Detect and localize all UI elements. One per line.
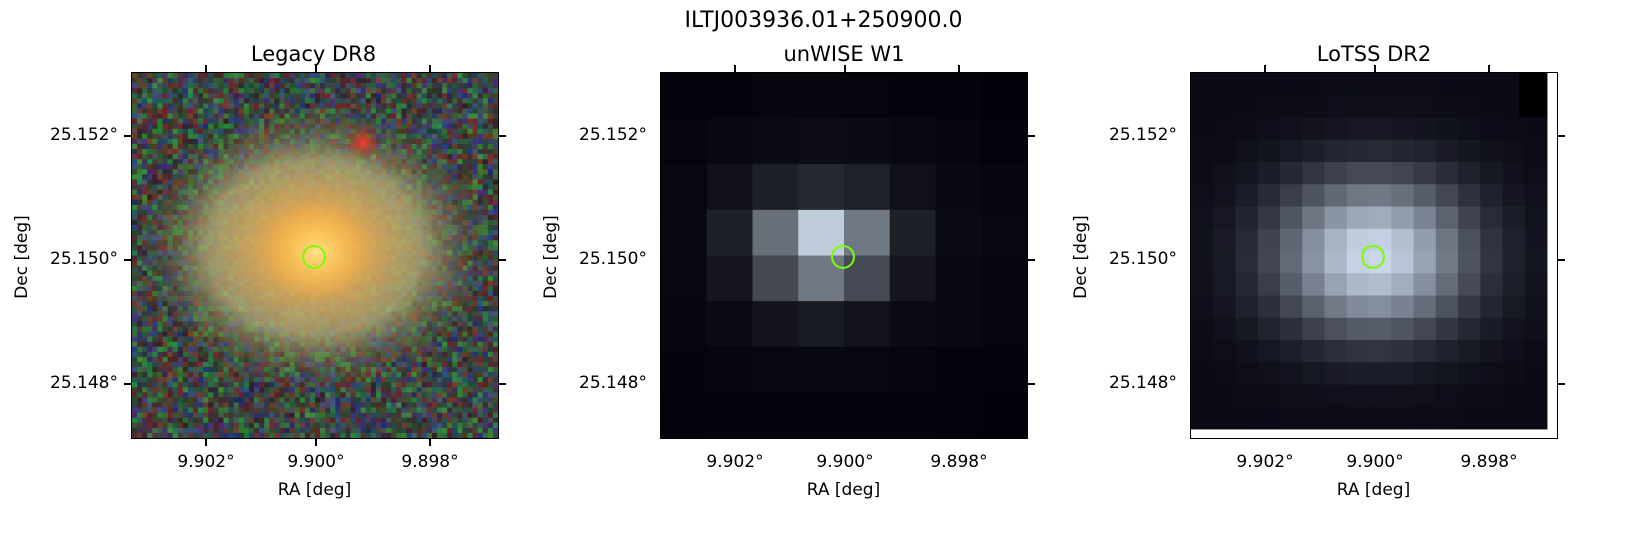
panel-title: Legacy DR8 (250, 42, 377, 66)
unwise-image (660, 72, 1028, 439)
y-tick-label: 25.148° (1109, 373, 1177, 393)
panel-title: LoTSS DR2 (1316, 42, 1432, 66)
x-tick-label: 9.902° (1236, 452, 1294, 472)
lotss-image (1190, 72, 1558, 439)
source-marker (831, 245, 855, 269)
x-axis-label: RA [deg] (277, 480, 352, 500)
y-tick-label: 25.150° (1109, 249, 1177, 269)
legacy-image (131, 72, 499, 439)
y-tick-label: 25.152° (579, 125, 647, 145)
x-tick-label: 9.902° (177, 452, 235, 472)
x-tick-label: 9.898° (1460, 452, 1518, 472)
x-tick-label: 9.900° (1346, 452, 1404, 472)
legacy-image-canvas (132, 73, 498, 438)
y-tick-label: 25.148° (50, 373, 118, 393)
unwise-image-canvas (661, 73, 1027, 438)
y-tick-label: 25.152° (50, 125, 118, 145)
y-axis-label: Dec [deg] (1071, 215, 1091, 299)
panel-unwise-w1: unWISE W1 25.152° 25.150° 25.148° 9.902°… (529, 0, 1069, 539)
panel-lotss-dr2: LoTSS DR2 25.152° 25.150° 25.148° 9.902°… (1059, 0, 1599, 539)
y-tick-label: 25.150° (579, 249, 647, 269)
source-marker (302, 245, 326, 269)
source-marker (1361, 245, 1385, 269)
panel-title: unWISE W1 (783, 42, 905, 66)
y-axis-label: Dec [deg] (12, 215, 32, 299)
y-tick-label: 25.148° (579, 373, 647, 393)
y-tick-label: 25.152° (1109, 125, 1177, 145)
x-axis-label: RA [deg] (1336, 480, 1411, 500)
y-tick-label: 25.150° (50, 249, 118, 269)
x-tick-label: 9.902° (706, 452, 764, 472)
x-tick-label: 9.898° (401, 452, 459, 472)
figure-title: ILTJ003936.01+250900.0 (684, 8, 963, 33)
lotss-image-canvas (1191, 73, 1548, 430)
x-tick-label: 9.900° (816, 452, 874, 472)
panel-legacy-dr8: Legacy DR8 (0, 0, 540, 539)
x-axis-label: RA [deg] (806, 480, 881, 500)
x-tick-label: 9.898° (930, 452, 988, 472)
y-axis-label: Dec [deg] (541, 215, 561, 299)
x-tick-label: 9.900° (287, 452, 345, 472)
